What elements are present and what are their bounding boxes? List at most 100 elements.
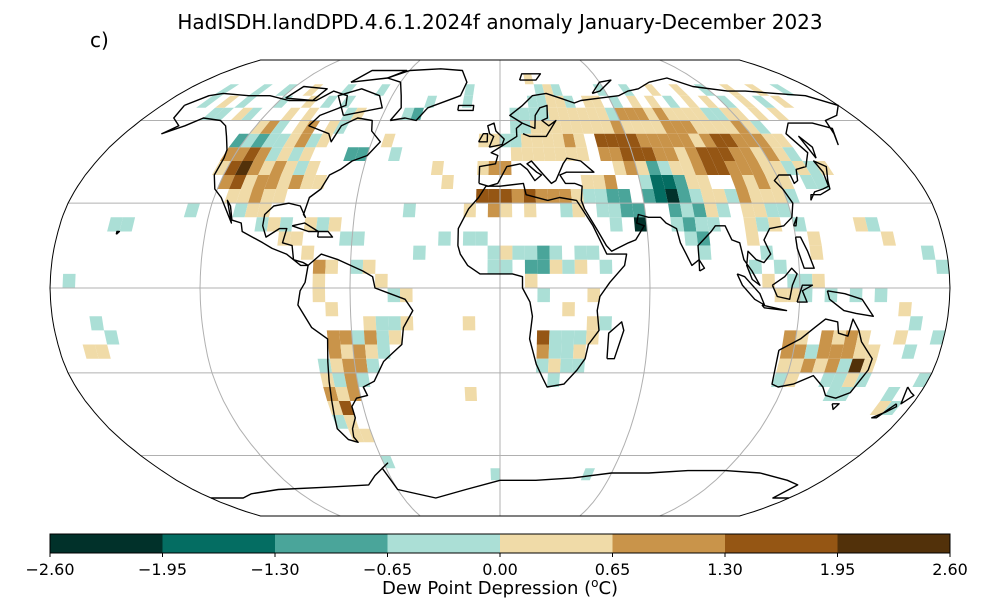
grid-cell bbox=[548, 358, 561, 373]
colorbar-block bbox=[725, 534, 838, 553]
grid-cell bbox=[224, 189, 241, 204]
grid-cell bbox=[283, 133, 302, 148]
grid-cell bbox=[662, 147, 680, 161]
grid-cell bbox=[712, 189, 728, 204]
grid-cell bbox=[304, 133, 323, 148]
grid-cell bbox=[183, 203, 200, 218]
grid-cell bbox=[617, 84, 635, 96]
grid-cell bbox=[760, 133, 783, 148]
grid-cell bbox=[718, 107, 740, 121]
grid-cell bbox=[704, 203, 719, 218]
coastline-greenland bbox=[386, 68, 468, 122]
grid-cell bbox=[424, 95, 438, 108]
grid-cell bbox=[708, 133, 728, 148]
grid-cell bbox=[580, 175, 595, 189]
grid-cell bbox=[679, 95, 700, 108]
grid-cell bbox=[229, 175, 247, 189]
grid-cell bbox=[643, 95, 662, 108]
grid-cell bbox=[670, 217, 685, 232]
grid-cell bbox=[768, 161, 788, 175]
grid-cell bbox=[536, 330, 550, 345]
grid-cell bbox=[812, 273, 825, 288]
meridian-60 bbox=[579, 60, 651, 516]
grid-cell bbox=[575, 147, 590, 161]
grid-cell bbox=[771, 147, 792, 161]
grid-cell bbox=[380, 455, 396, 469]
grid-cell bbox=[537, 259, 550, 274]
coastlines bbox=[115, 68, 915, 499]
grid-cell bbox=[572, 203, 586, 218]
grid-cell bbox=[597, 147, 612, 161]
coastline-sri-lanka bbox=[698, 259, 706, 272]
grid-cell bbox=[200, 107, 225, 121]
grid-cell bbox=[519, 107, 530, 121]
grid-cell bbox=[272, 189, 288, 204]
grid-cell bbox=[339, 330, 353, 345]
grid-cell bbox=[769, 84, 797, 96]
grid-cell bbox=[661, 107, 680, 121]
grid-cell bbox=[750, 133, 772, 148]
grid-cell bbox=[667, 133, 685, 148]
grid-cell bbox=[500, 245, 513, 260]
grid-cell bbox=[549, 120, 563, 134]
grid-cell bbox=[266, 217, 282, 232]
grid-cell bbox=[574, 245, 588, 260]
grid-cell bbox=[607, 95, 624, 108]
grid-cell bbox=[680, 107, 700, 121]
grid-cell bbox=[623, 161, 639, 175]
grid-cell bbox=[689, 107, 710, 121]
grid-cell bbox=[780, 161, 800, 175]
grid-cell bbox=[735, 161, 754, 175]
grid-cell bbox=[689, 120, 709, 134]
grid-cell bbox=[196, 95, 222, 108]
grid-cell bbox=[604, 107, 620, 121]
grid-cell bbox=[532, 147, 545, 161]
grid-cell bbox=[543, 147, 556, 161]
colorbar-label: Dew Point Depression (oC) bbox=[0, 576, 1000, 599]
grid-cell bbox=[239, 133, 260, 148]
meridian--120 bbox=[199, 60, 341, 516]
grid-cell bbox=[441, 175, 454, 189]
grid-cell bbox=[298, 147, 316, 161]
coastline-philippines bbox=[794, 236, 815, 269]
grid-cell bbox=[759, 189, 776, 204]
grid-cell bbox=[677, 133, 696, 148]
grid-cell bbox=[697, 95, 719, 108]
grid-cell bbox=[104, 330, 120, 345]
grid-cell bbox=[259, 120, 281, 134]
grid-cell bbox=[692, 203, 707, 218]
grid-cell bbox=[562, 259, 575, 274]
grid-cell bbox=[231, 147, 251, 161]
grid-cell bbox=[665, 189, 680, 204]
grid-cell bbox=[651, 107, 670, 121]
coastline-eurasia bbox=[478, 77, 839, 286]
coastline-new-zealand-n bbox=[900, 386, 915, 405]
grid-cell bbox=[547, 372, 560, 387]
grid-cell bbox=[500, 203, 513, 218]
grid-cell bbox=[215, 95, 240, 108]
meridian-120 bbox=[659, 60, 801, 516]
grid-cell bbox=[528, 107, 540, 121]
grid-cell bbox=[276, 175, 293, 189]
grid-cell bbox=[712, 161, 731, 175]
grid-cell bbox=[438, 231, 451, 246]
grid-cell bbox=[375, 273, 388, 288]
grid-cell bbox=[270, 120, 291, 134]
grid-cell bbox=[549, 245, 563, 260]
grid-cell bbox=[582, 189, 596, 204]
grid-cell bbox=[248, 84, 273, 96]
colorbar-tick-label: −1.95 bbox=[137, 560, 188, 579]
grid-cell bbox=[676, 189, 692, 204]
grid-cell bbox=[256, 203, 272, 218]
grid-cell bbox=[679, 120, 699, 134]
grid-cell bbox=[684, 231, 698, 246]
grid-cell bbox=[363, 316, 377, 331]
grid-cell bbox=[550, 84, 563, 96]
grid-cell bbox=[680, 203, 695, 218]
grid-cell bbox=[620, 203, 634, 218]
grid-cell bbox=[818, 372, 836, 387]
grid-cell bbox=[511, 189, 524, 204]
grid-cell bbox=[250, 133, 271, 148]
grid-cell bbox=[89, 316, 104, 331]
grid-cell bbox=[733, 95, 757, 108]
